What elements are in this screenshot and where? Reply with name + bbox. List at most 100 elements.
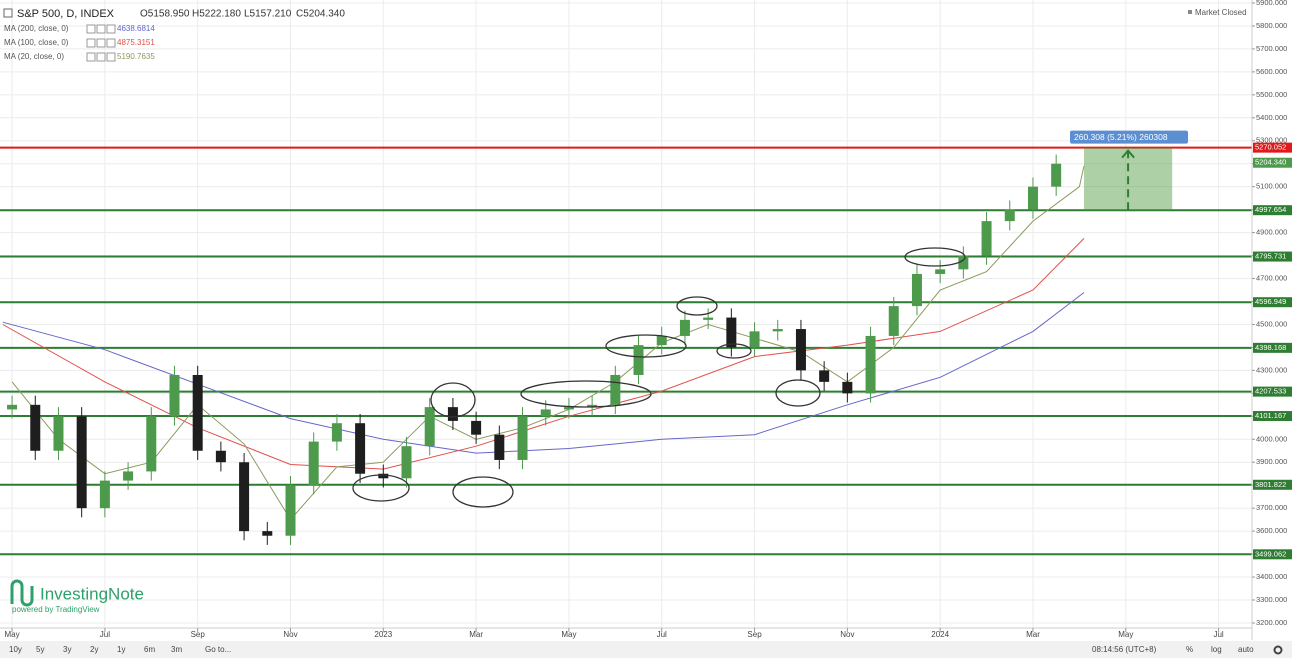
ohlc-value: C5204.340 (296, 9, 345, 20)
level-label: 4101.167 (1255, 411, 1286, 420)
candle-body (911, 273, 922, 307)
indicator-button[interactable] (106, 38, 116, 48)
candle-body (494, 434, 505, 460)
indicator-value: 4638.6814 (117, 24, 155, 33)
y-tick-label: 5100.000 (1256, 182, 1287, 191)
candle-body (517, 416, 528, 460)
range-button[interactable]: 2y (90, 645, 98, 654)
axes: 3200.0003300.0003400.0003500.0003600.000… (5, 0, 1292, 639)
level-tag (1253, 142, 1292, 153)
indicator-button[interactable] (106, 24, 116, 34)
range-button[interactable]: 3y (63, 645, 71, 654)
status-dot (1188, 10, 1192, 14)
toolbar-buttons: 10y 5y 3y 2y 1y 6m 3m Go to... 08:14:56 (UTC+8)%… (9, 645, 1283, 655)
candle-body (772, 329, 783, 332)
range-button[interactable]: 10y (9, 645, 22, 654)
indicator-button[interactable] (96, 24, 106, 34)
y-tick-label: 5600.000 (1256, 67, 1287, 76)
y-tick-label: 3400.000 (1256, 572, 1287, 581)
indicator-value: 5190.7635 (117, 52, 155, 61)
level-label: 5270.052 (1255, 143, 1286, 152)
candle-body (99, 480, 110, 509)
candle-body (262, 531, 273, 536)
candle-body (331, 423, 342, 442)
candle-body (633, 345, 644, 375)
indicator-button[interactable] (106, 52, 116, 62)
x-tick-label: May (561, 630, 576, 639)
scale-button[interactable]: log (1211, 645, 1222, 654)
candle-body (1051, 163, 1062, 187)
indicator-name: MA (200, close, 0) (4, 24, 69, 33)
levels (0, 146, 1252, 556)
y-tick-label: 5400.000 (1256, 113, 1287, 122)
logo-text: InvestingNote (40, 584, 144, 603)
candle-body (656, 335, 667, 346)
candle-body (935, 269, 946, 274)
scale-button[interactable]: auto (1238, 645, 1254, 654)
x-tick-label: Mar (1026, 630, 1040, 639)
level-tag (1253, 411, 1292, 422)
level-label: 4596.949 (1255, 297, 1286, 306)
candle-body (447, 407, 458, 421)
x-tick-label: Jul (1213, 630, 1223, 639)
candle-body (308, 441, 319, 486)
y-tick-label: 5700.000 (1256, 44, 1287, 53)
indicator-button[interactable] (86, 38, 96, 48)
candle-body (192, 374, 203, 451)
x-tick-label: 2024 (931, 630, 949, 639)
candle-body (981, 221, 992, 256)
level-label: 4795.731 (1255, 252, 1286, 261)
indicator-button[interactable] (96, 52, 106, 62)
range-button[interactable]: 3m (171, 645, 182, 654)
indicator-button[interactable] (86, 52, 96, 62)
y-tick-label: 3600.000 (1256, 526, 1287, 535)
x-tick-label: Jul (657, 630, 667, 639)
settings-button[interactable] (1273, 645, 1283, 655)
level-tag (1253, 342, 1292, 353)
candle-body (540, 409, 551, 417)
level-tag (1253, 386, 1292, 397)
y-tick-label: 3200.000 (1256, 618, 1287, 627)
range-button[interactable]: 6m (144, 645, 155, 654)
candle-body (610, 374, 621, 405)
powered-by: powered by TradingView (12, 605, 100, 614)
y-tick-label: 4000.000 (1256, 434, 1287, 443)
candle-body (888, 306, 899, 336)
candle-body (355, 423, 366, 474)
symbol-title: S&P 500, D, INDEX (17, 8, 115, 20)
candle-body (424, 407, 435, 447)
x-tick-label: Nov (283, 630, 297, 639)
scale-button[interactable]: % (1186, 645, 1193, 654)
candle-body (30, 404, 41, 451)
indicator-button[interactable] (86, 24, 96, 34)
range-button[interactable]: 1y (117, 645, 125, 654)
y-tick-label: 3300.000 (1256, 595, 1287, 604)
last-price-tag (1253, 157, 1292, 168)
candle-body (169, 374, 180, 417)
indicator-button[interactable] (96, 38, 106, 48)
y-tick-label: 5500.000 (1256, 90, 1287, 99)
goto-button[interactable]: Go to... (205, 645, 231, 654)
y-tick-label: 4700.000 (1256, 274, 1287, 283)
candle-body (215, 450, 226, 463)
level-label: 4997.654 (1255, 205, 1286, 214)
candle-body (285, 485, 296, 536)
candle-body (146, 416, 157, 472)
candle-body (471, 420, 482, 435)
y-tick-label: 4500.000 (1256, 319, 1287, 328)
x-tick-label: Sep (747, 630, 762, 639)
candle-body (1027, 186, 1038, 210)
range-button[interactable]: 5y (36, 645, 44, 654)
collapse-icon[interactable] (3, 8, 13, 18)
y-tick-label: 3900.000 (1256, 457, 1287, 466)
x-tick-label: Sep (191, 630, 206, 639)
candle-body (726, 317, 737, 348)
x-tick-label: Mar (469, 630, 483, 639)
candle-body (703, 317, 714, 320)
level-label: 4207.533 (1255, 387, 1286, 396)
level-tag (1253, 251, 1292, 262)
clock: 08:14:56 (UTC+8) (1092, 645, 1157, 654)
candle-body (587, 404, 598, 408)
